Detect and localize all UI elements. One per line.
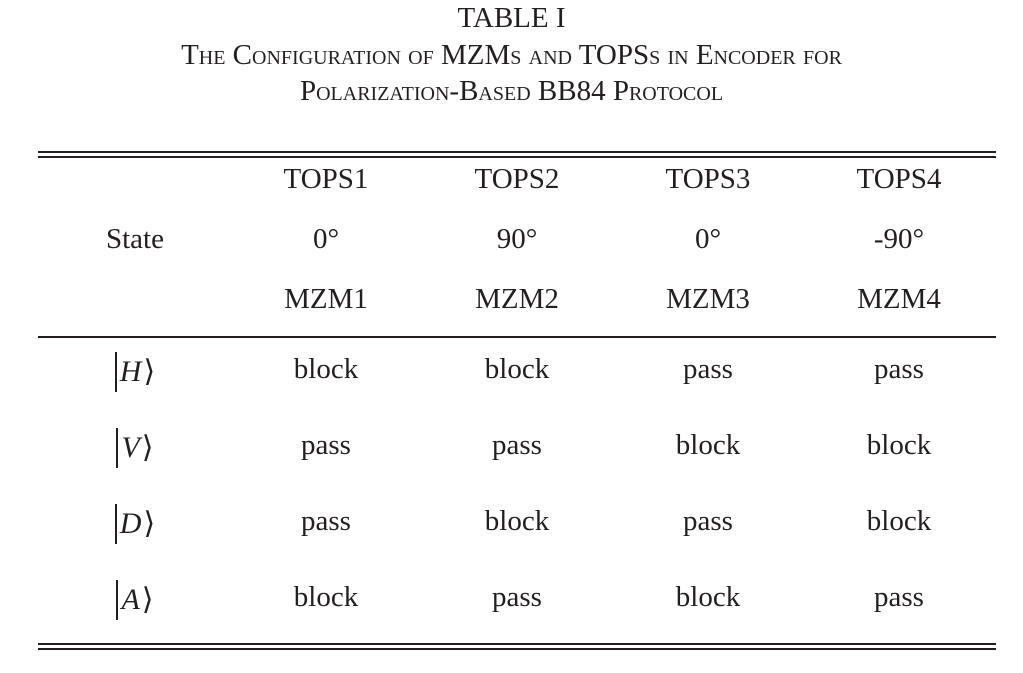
table-cell: block bbox=[866, 505, 932, 537]
table-label: TABLE I bbox=[457, 2, 566, 34]
top-rule-2 bbox=[38, 156, 996, 158]
tops-header: TOPS3 bbox=[665, 163, 751, 195]
table-cell: block bbox=[866, 429, 932, 461]
table-cell: pass bbox=[301, 505, 351, 537]
table-cell: pass bbox=[492, 581, 542, 613]
phase-header: 0° bbox=[312, 223, 340, 255]
state-ket-d: D⟩ bbox=[40, 504, 230, 544]
phase-header: -90° bbox=[873, 223, 925, 255]
table-cell: block bbox=[293, 353, 359, 385]
bottom-rule-1 bbox=[38, 643, 996, 645]
table-cell: pass bbox=[683, 353, 733, 385]
state-header: State bbox=[106, 223, 164, 255]
table-title-line-2: Polarization-Based BB84 Protocol bbox=[299, 75, 724, 107]
mzm-header: MZM4 bbox=[857, 283, 941, 315]
top-rule-1 bbox=[38, 151, 996, 153]
table-cell: block bbox=[484, 353, 550, 385]
header-rule bbox=[38, 336, 996, 338]
table-cell: block bbox=[293, 581, 359, 613]
phase-header: 0° bbox=[694, 223, 722, 255]
table-cell: pass bbox=[492, 429, 542, 461]
tops-header: TOPS4 bbox=[856, 163, 942, 195]
phase-header: 90° bbox=[496, 223, 538, 255]
table-cell: pass bbox=[874, 581, 924, 613]
mzm-header: MZM3 bbox=[666, 283, 750, 315]
table-cell: block bbox=[675, 429, 741, 461]
table-cell: pass bbox=[874, 353, 924, 385]
mzm-header: MZM2 bbox=[475, 283, 559, 315]
state-ket-a: A⟩ bbox=[40, 580, 230, 620]
tops-header: TOPS1 bbox=[283, 163, 369, 195]
state-ket-h: H⟩ bbox=[40, 352, 230, 392]
table-cell: pass bbox=[683, 505, 733, 537]
table-title-line-1: The Configuration of MZMs and TOPSs in E… bbox=[181, 39, 842, 71]
bottom-rule-2 bbox=[38, 648, 996, 650]
tops-header: TOPS2 bbox=[474, 163, 560, 195]
table-cell: block bbox=[675, 581, 741, 613]
state-ket-v: V⟩ bbox=[40, 428, 230, 468]
table-cell: block bbox=[484, 505, 550, 537]
table-cell: pass bbox=[301, 429, 351, 461]
mzm-header: MZM1 bbox=[284, 283, 368, 315]
